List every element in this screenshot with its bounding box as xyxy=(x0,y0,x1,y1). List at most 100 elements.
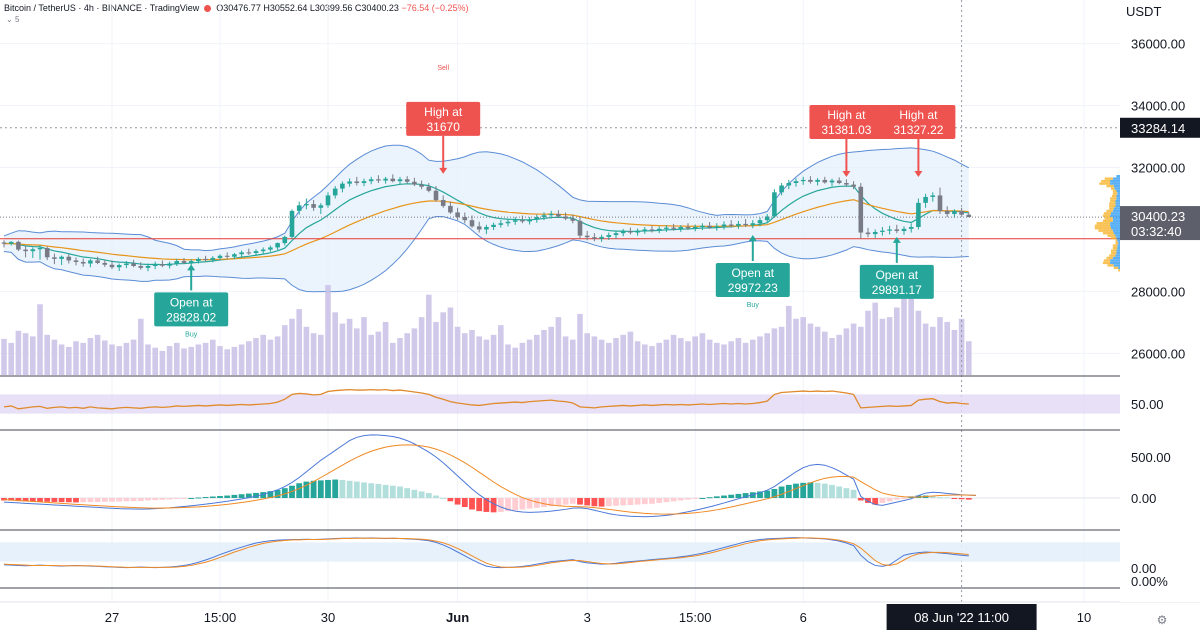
volume-profile-bar xyxy=(1110,179,1120,183)
macd-histogram-bar xyxy=(713,496,720,498)
candle xyxy=(462,212,468,224)
volume-bar xyxy=(663,339,670,375)
candle xyxy=(440,195,446,208)
volume-profile-bar xyxy=(1116,189,1120,193)
candle xyxy=(397,176,403,185)
macd-histogram-bar xyxy=(843,488,850,498)
candle xyxy=(433,186,439,202)
macd-histogram-bar xyxy=(397,486,403,498)
macd-line xyxy=(3,434,977,518)
rsi-axis-label: 50.00 xyxy=(1131,397,1164,412)
volume-profile-bar xyxy=(1113,264,1120,267)
candle-body xyxy=(721,224,727,227)
macd-histogram-bar xyxy=(145,498,151,501)
change-readout: −76.54 (−0.25%) xyxy=(401,3,469,13)
candle xyxy=(649,225,655,233)
volume-bar xyxy=(426,294,432,375)
candle-body xyxy=(217,255,223,258)
indicators-toggle[interactable]: ⌄ 5 xyxy=(6,15,19,24)
volume-bar xyxy=(620,334,626,375)
signal-label-line1: High at xyxy=(827,108,866,122)
signal-label-line2: 29972.23 xyxy=(728,281,778,295)
volume-bar xyxy=(865,310,871,375)
candle xyxy=(548,210,554,219)
volume-profile-bar xyxy=(1112,209,1120,213)
candle-body xyxy=(109,264,115,268)
gear-icon[interactable]: ⚙ xyxy=(1157,613,1168,627)
candle-body xyxy=(620,231,626,234)
candle xyxy=(390,174,396,183)
candle xyxy=(613,230,619,239)
macd-histogram-bar xyxy=(65,498,72,503)
candle xyxy=(52,253,57,265)
volume-bar xyxy=(94,334,101,375)
volume-profile-bar xyxy=(1102,219,1113,222)
arrow-up-icon xyxy=(748,235,757,242)
volume-bar xyxy=(908,296,914,375)
candle-body xyxy=(282,236,288,244)
candle-body xyxy=(548,213,554,216)
candle xyxy=(599,234,604,242)
volume-bar xyxy=(757,336,763,375)
macd-histogram-bar xyxy=(865,498,871,503)
candle xyxy=(131,259,136,268)
candle-body xyxy=(764,216,770,221)
candle-body xyxy=(664,227,669,229)
rsi-line xyxy=(3,388,969,410)
candle xyxy=(44,246,50,261)
candle-body xyxy=(455,212,460,218)
volume-bar xyxy=(858,326,864,375)
candle-body xyxy=(347,181,352,184)
arrow-down-icon xyxy=(842,171,851,178)
macd-histogram-bar xyxy=(814,482,821,498)
macd-histogram-bar xyxy=(771,488,778,498)
volume-profile-bar xyxy=(1111,236,1117,240)
macd-signal-line xyxy=(3,444,977,515)
price-axis-tick: 36000.00 xyxy=(1131,37,1185,52)
candle xyxy=(196,257,201,264)
candle-body xyxy=(440,200,446,206)
candle xyxy=(102,259,108,267)
volume-profile-bar xyxy=(1112,229,1120,232)
arrow-up-icon xyxy=(892,236,901,243)
candle-body xyxy=(577,220,583,236)
candle xyxy=(779,183,784,196)
volume-profile-bar xyxy=(1110,214,1120,218)
candle xyxy=(887,225,892,235)
volume-bar xyxy=(66,346,72,375)
candle xyxy=(282,235,288,246)
candle xyxy=(628,227,633,235)
volume-bar xyxy=(642,344,648,375)
candle xyxy=(448,201,453,214)
macd-histogram-bar xyxy=(15,498,22,502)
volume-bar xyxy=(231,346,238,375)
candle-body xyxy=(23,249,28,252)
candle-body xyxy=(592,237,597,239)
candle-body xyxy=(512,220,518,222)
volume-bar xyxy=(822,331,828,375)
macd-histogram-bar xyxy=(231,494,238,498)
volume-bar xyxy=(562,336,569,375)
candle-body xyxy=(469,220,475,227)
signal-label-line2: 31381.03 xyxy=(821,123,871,137)
signal-tag: Sell xyxy=(437,65,449,72)
volume-profile-bar xyxy=(1113,207,1120,210)
candle-body xyxy=(563,216,568,219)
candle xyxy=(750,220,756,229)
volume-bar xyxy=(138,318,144,375)
macd-histogram-bar xyxy=(757,491,763,498)
candle xyxy=(714,223,720,231)
volume-bar xyxy=(807,323,814,375)
chart-header: Bitcoin / TetherUS · 4h · BINANCE · Trad… xyxy=(4,3,469,13)
candle xyxy=(325,192,331,208)
volume-bar xyxy=(606,342,612,375)
candle xyxy=(361,178,367,187)
macd-histogram-bar xyxy=(37,498,43,502)
symbol-title[interactable]: Bitcoin / TetherUS · 4h · BINANCE · Trad… xyxy=(4,3,200,13)
candle-body xyxy=(829,180,835,183)
